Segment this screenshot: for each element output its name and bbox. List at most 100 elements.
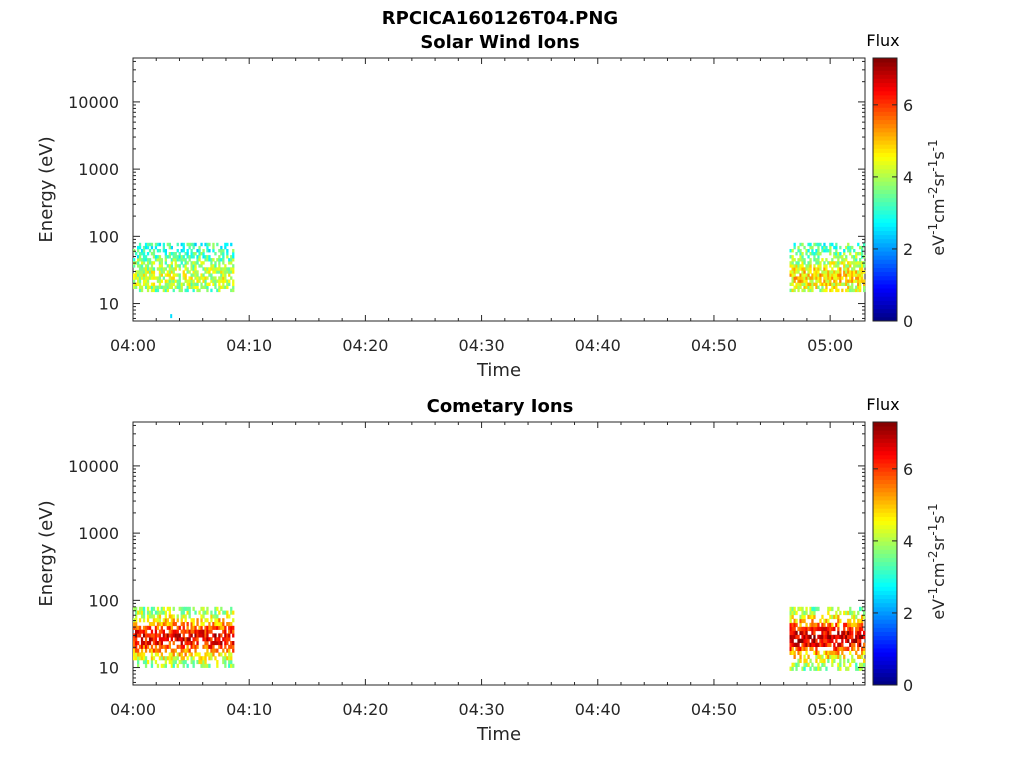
colorbar-segment bbox=[873, 263, 897, 268]
spectrogram-cell bbox=[845, 273, 848, 277]
spectrogram-cell bbox=[212, 264, 215, 268]
colorbar-segment bbox=[873, 234, 897, 240]
spectrogram-cell bbox=[200, 282, 203, 286]
spectrogram-cell bbox=[164, 622, 167, 627]
spectrogram-cell bbox=[172, 282, 175, 286]
spectrogram-cell bbox=[194, 644, 197, 649]
spectrogram-cell bbox=[156, 258, 160, 262]
spectrogram-cell bbox=[146, 258, 150, 262]
spectrogram-cell bbox=[138, 276, 142, 280]
spectrogram-cell bbox=[823, 242, 826, 247]
spectrogram-cell bbox=[801, 261, 804, 265]
spectrogram-cell bbox=[819, 638, 822, 643]
spectrogram-cell bbox=[853, 288, 856, 293]
spectrogram-cell bbox=[226, 282, 229, 286]
spectrogram-cell bbox=[218, 282, 221, 286]
spectrogram-cell bbox=[186, 249, 189, 253]
spectrogram-cell bbox=[144, 663, 148, 668]
spectrogram-cell bbox=[174, 258, 177, 262]
spectrogram-cell bbox=[809, 288, 812, 293]
colorbar-segment bbox=[873, 292, 897, 297]
spectrogram-cell bbox=[150, 652, 154, 657]
colorbar-segment bbox=[873, 86, 897, 92]
spectrogram-cell bbox=[190, 641, 193, 646]
spectrogram-cell bbox=[160, 273, 163, 277]
colorbar-tick-label: 6 bbox=[903, 460, 913, 479]
spectrogram-cell bbox=[815, 650, 818, 655]
spectrogram-cell bbox=[226, 285, 229, 289]
spectrogram-cell bbox=[162, 270, 165, 274]
spectrogram-cell bbox=[837, 273, 840, 277]
spectrogram-cell bbox=[817, 267, 820, 271]
spectrogram-cell bbox=[837, 618, 840, 624]
spectrogram-cell bbox=[849, 606, 852, 612]
spectrogram-cell bbox=[138, 285, 142, 289]
spectrogram-cell bbox=[196, 652, 199, 657]
spectrogram-cell bbox=[859, 622, 862, 628]
spectrogram-cell bbox=[166, 633, 169, 638]
spectrogram-cell bbox=[859, 638, 862, 643]
spectrogram-cell bbox=[202, 644, 205, 649]
spectrogram-cell bbox=[859, 258, 862, 262]
spectrogram-cell bbox=[857, 242, 860, 247]
spectrogram-cell bbox=[144, 267, 148, 271]
spectrogram-cell bbox=[861, 279, 864, 283]
spectrogram-cell bbox=[851, 610, 854, 616]
spectrogram-cell bbox=[182, 282, 185, 286]
spectrogram-cell bbox=[829, 273, 832, 277]
spectrogram-cell bbox=[843, 646, 846, 651]
spectrogram-cell bbox=[142, 273, 146, 277]
spectrogram-cell bbox=[146, 644, 150, 649]
spectrogram-cell bbox=[150, 656, 154, 661]
spectrogram-cell bbox=[801, 634, 804, 640]
colorbar-segment bbox=[873, 598, 897, 604]
spectrogram-cell bbox=[200, 618, 203, 623]
spectrogram-cell bbox=[133, 648, 136, 653]
spectrogram-cell bbox=[152, 641, 156, 646]
spectrogram-cell bbox=[152, 255, 156, 259]
spectrogram-cell bbox=[861, 634, 864, 640]
spectrogram-cell bbox=[164, 249, 167, 253]
colorbar-segment bbox=[873, 296, 897, 301]
spectrogram-cell bbox=[216, 641, 219, 646]
spectrogram-cell bbox=[144, 282, 148, 286]
spectrogram-cell bbox=[206, 652, 209, 657]
spectrogram-cell bbox=[801, 630, 804, 636]
spectrogram-cell bbox=[789, 273, 792, 277]
colorbar-segment bbox=[873, 454, 897, 460]
spectrogram-cell bbox=[196, 644, 199, 649]
spectrogram-cell bbox=[230, 255, 233, 259]
spectrogram-cell bbox=[186, 625, 189, 630]
spectrogram-cell bbox=[142, 261, 146, 265]
spectrogram-cell bbox=[851, 626, 854, 632]
spectrogram-cell bbox=[214, 282, 217, 286]
spectrogram-cell bbox=[150, 622, 154, 627]
spectrogram-cell bbox=[839, 273, 842, 277]
spectrogram-cell bbox=[833, 276, 836, 280]
spectrogram-cell bbox=[817, 258, 820, 262]
spectrogram-cell bbox=[144, 637, 148, 642]
spectrogram-cell bbox=[154, 610, 158, 615]
spectrogram-cell bbox=[204, 660, 207, 665]
spectrogram-cell bbox=[196, 249, 199, 253]
spectrogram-cell bbox=[863, 610, 866, 616]
spectrogram-cell bbox=[799, 658, 802, 663]
colorbar-segment bbox=[873, 90, 897, 96]
spectrogram-cell bbox=[230, 625, 233, 630]
spectrogram-cell bbox=[140, 656, 144, 661]
colorbar-segment bbox=[873, 504, 897, 509]
spectrogram-cell bbox=[847, 646, 850, 651]
spectrogram-cell bbox=[142, 270, 146, 274]
spectrogram-cell bbox=[188, 242, 191, 247]
spectrogram-cell bbox=[853, 270, 856, 274]
spectrogram-cell bbox=[194, 285, 197, 289]
spectrogram-cell bbox=[807, 288, 810, 293]
spectrogram-cell bbox=[799, 650, 802, 655]
spectrogram-cell bbox=[170, 314, 173, 319]
spectrogram-cell bbox=[857, 279, 860, 283]
spectrogram-cell bbox=[841, 638, 844, 643]
spectrogram-cell bbox=[855, 638, 858, 643]
spectrogram-cell bbox=[174, 648, 177, 653]
spectrogram-cell bbox=[190, 264, 193, 268]
spectrogram-cell bbox=[200, 606, 203, 611]
